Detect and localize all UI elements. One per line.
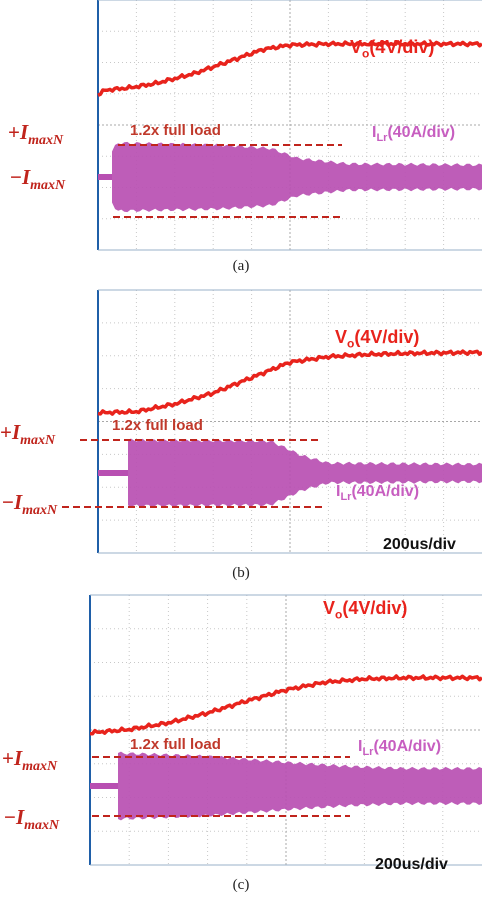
scope-trace-b: [62, 289, 482, 554]
vo-label: Vo(4V/div): [350, 37, 435, 61]
ilr-label: ILr(40A/div): [336, 483, 420, 504]
ilr-idle-trace: [98, 470, 128, 476]
plot-area: [89, 594, 482, 866]
vo-label: Vo(4V/div): [323, 598, 408, 622]
imax-pos-label: +ImaxN: [0, 420, 56, 449]
imax-pos-label: +ImaxN: [8, 120, 64, 149]
vo-trace: [89, 674, 482, 736]
caption-c: (c): [232, 877, 250, 893]
time-scale-label: 200us/div: [375, 856, 448, 873]
ilr-label: ILr(40A/div): [358, 738, 442, 759]
ilr-envelope: [112, 141, 482, 213]
vo-trace: [97, 349, 482, 416]
scope-trace-a: [97, 0, 482, 251]
caption-b: (b): [232, 565, 250, 581]
panel-a: Vo(4V/div) 1.2x full load ILr(40A/div) +…: [0, 0, 482, 280]
full-load-label: 1.2x full load: [112, 417, 203, 434]
imax-neg-label: −ImaxN: [4, 805, 60, 834]
panel-b: Vo(4V/div) 1.2x full load ILr(40A/div) 2…: [0, 285, 482, 590]
time-scale-label: 200us/div: [383, 536, 456, 553]
ilr-label: ILr(40A/div): [372, 124, 456, 145]
caption-a: (a): [232, 258, 250, 274]
vo-label: Vo(4V/div): [335, 327, 420, 351]
ilr-idle-trace: [98, 174, 112, 180]
ilr-envelope: [128, 438, 482, 508]
imax-neg-label: −ImaxN: [10, 165, 66, 194]
imax-neg-label: −ImaxN: [2, 490, 58, 519]
panel-c: Vo(4V/div) 1.2x full load ILr(40A/div) 2…: [0, 590, 482, 901]
ilr-envelope: [118, 751, 482, 821]
scope-trace-c: [89, 594, 482, 866]
full-load-label: 1.2x full load: [130, 736, 221, 753]
plot-area: [62, 289, 482, 554]
full-load-label: 1.2x full load: [130, 122, 221, 139]
imax-pos-label: +ImaxN: [2, 746, 58, 775]
ilr-idle-trace: [90, 783, 118, 789]
plot-area: [97, 0, 482, 251]
vo-trace: [97, 40, 482, 97]
